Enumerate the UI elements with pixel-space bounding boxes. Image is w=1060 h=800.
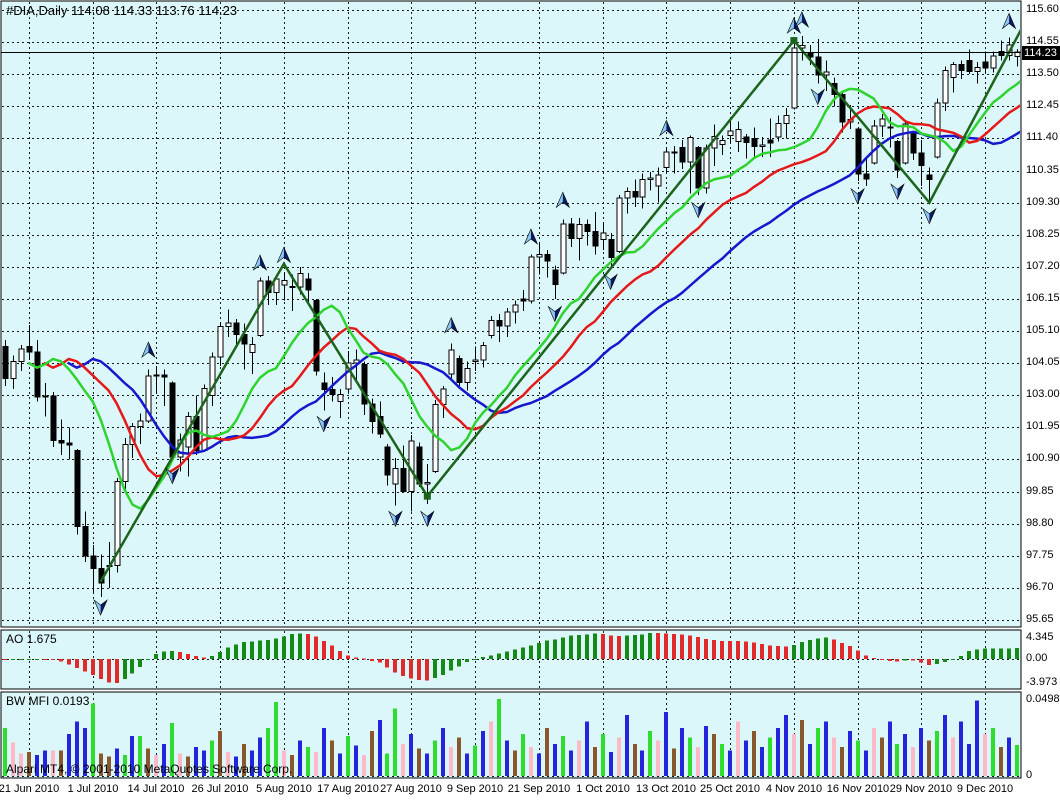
ao-tick-label: 0.00: [1026, 652, 1048, 664]
date-label: 21 Sep 2010: [507, 783, 571, 795]
mfi-tick-label: 0: [1026, 769, 1033, 781]
date-label: 29 Nov 2010: [889, 783, 953, 795]
price-tick-label: 107.20: [1026, 260, 1060, 272]
broker-watermark: Alpari MT4, © 2001-2010 MetaQuotes Softw…: [6, 762, 293, 776]
price-tick-label: 104.05: [1026, 356, 1060, 368]
date-label: 21 Jun 2010: [0, 783, 60, 795]
chart-title: #DIA,Daily 114.08 114.33 113.76 114.23: [6, 3, 238, 18]
price-tick-label: 106.15: [1026, 292, 1060, 304]
price-tick-label: 101.95: [1026, 420, 1060, 432]
date-label: 1 Oct 2010: [576, 783, 630, 795]
price-tick-label: 109.30: [1026, 196, 1060, 208]
ao-tick-label: -3.973: [1026, 676, 1058, 688]
date-label: 16 Nov 2010: [826, 783, 890, 795]
price-tick-label: 113.50: [1026, 67, 1059, 79]
current-price-tag: 114.23: [1022, 45, 1060, 60]
price-tick-label: 103.00: [1026, 388, 1060, 400]
price-tick-label: 105.10: [1026, 324, 1060, 336]
price-tick-label: 98.80: [1026, 517, 1054, 529]
mfi-tick-label: 0.0498: [1026, 693, 1060, 705]
mfi-indicator-label: BW MFI 0.0193: [6, 694, 90, 708]
ao-tick-label: 4.345: [1026, 631, 1054, 643]
date-label: 14 Jul 2010: [127, 783, 185, 795]
date-label: 9 Sep 2010: [446, 783, 504, 795]
price-tick-label: 110.35: [1026, 164, 1059, 176]
price-tick-label: 100.90: [1026, 452, 1060, 464]
price-tick-label: 111.40: [1026, 131, 1059, 143]
date-label: 5 Aug 2010: [256, 783, 312, 795]
price-tick-label: 112.45: [1026, 99, 1059, 111]
date-label: 25 Oct 2010: [700, 783, 760, 795]
date-label: 27 Aug 2010: [380, 783, 442, 795]
price-tick-label: 96.70: [1026, 581, 1054, 593]
price-tick-label: 97.75: [1026, 549, 1054, 561]
date-label: 1 Jul 2010: [67, 783, 119, 795]
price-tick-label: 108.25: [1026, 228, 1060, 240]
price-tick-label: 95.65: [1026, 613, 1054, 625]
date-label: 4 Nov 2010: [765, 783, 823, 795]
date-label: 9 Dec 2010: [956, 783, 1014, 795]
price-tick-label: 99.85: [1026, 485, 1054, 497]
date-label: 13 Oct 2010: [636, 783, 696, 795]
price-tick-label: 115.60: [1026, 3, 1059, 15]
price-tick-label: 114.55: [1026, 35, 1059, 47]
date-label: 17 Aug 2010: [317, 783, 379, 795]
date-label: 26 Jul 2010: [191, 783, 249, 795]
ao-indicator-label: AO 1.675: [6, 632, 57, 646]
